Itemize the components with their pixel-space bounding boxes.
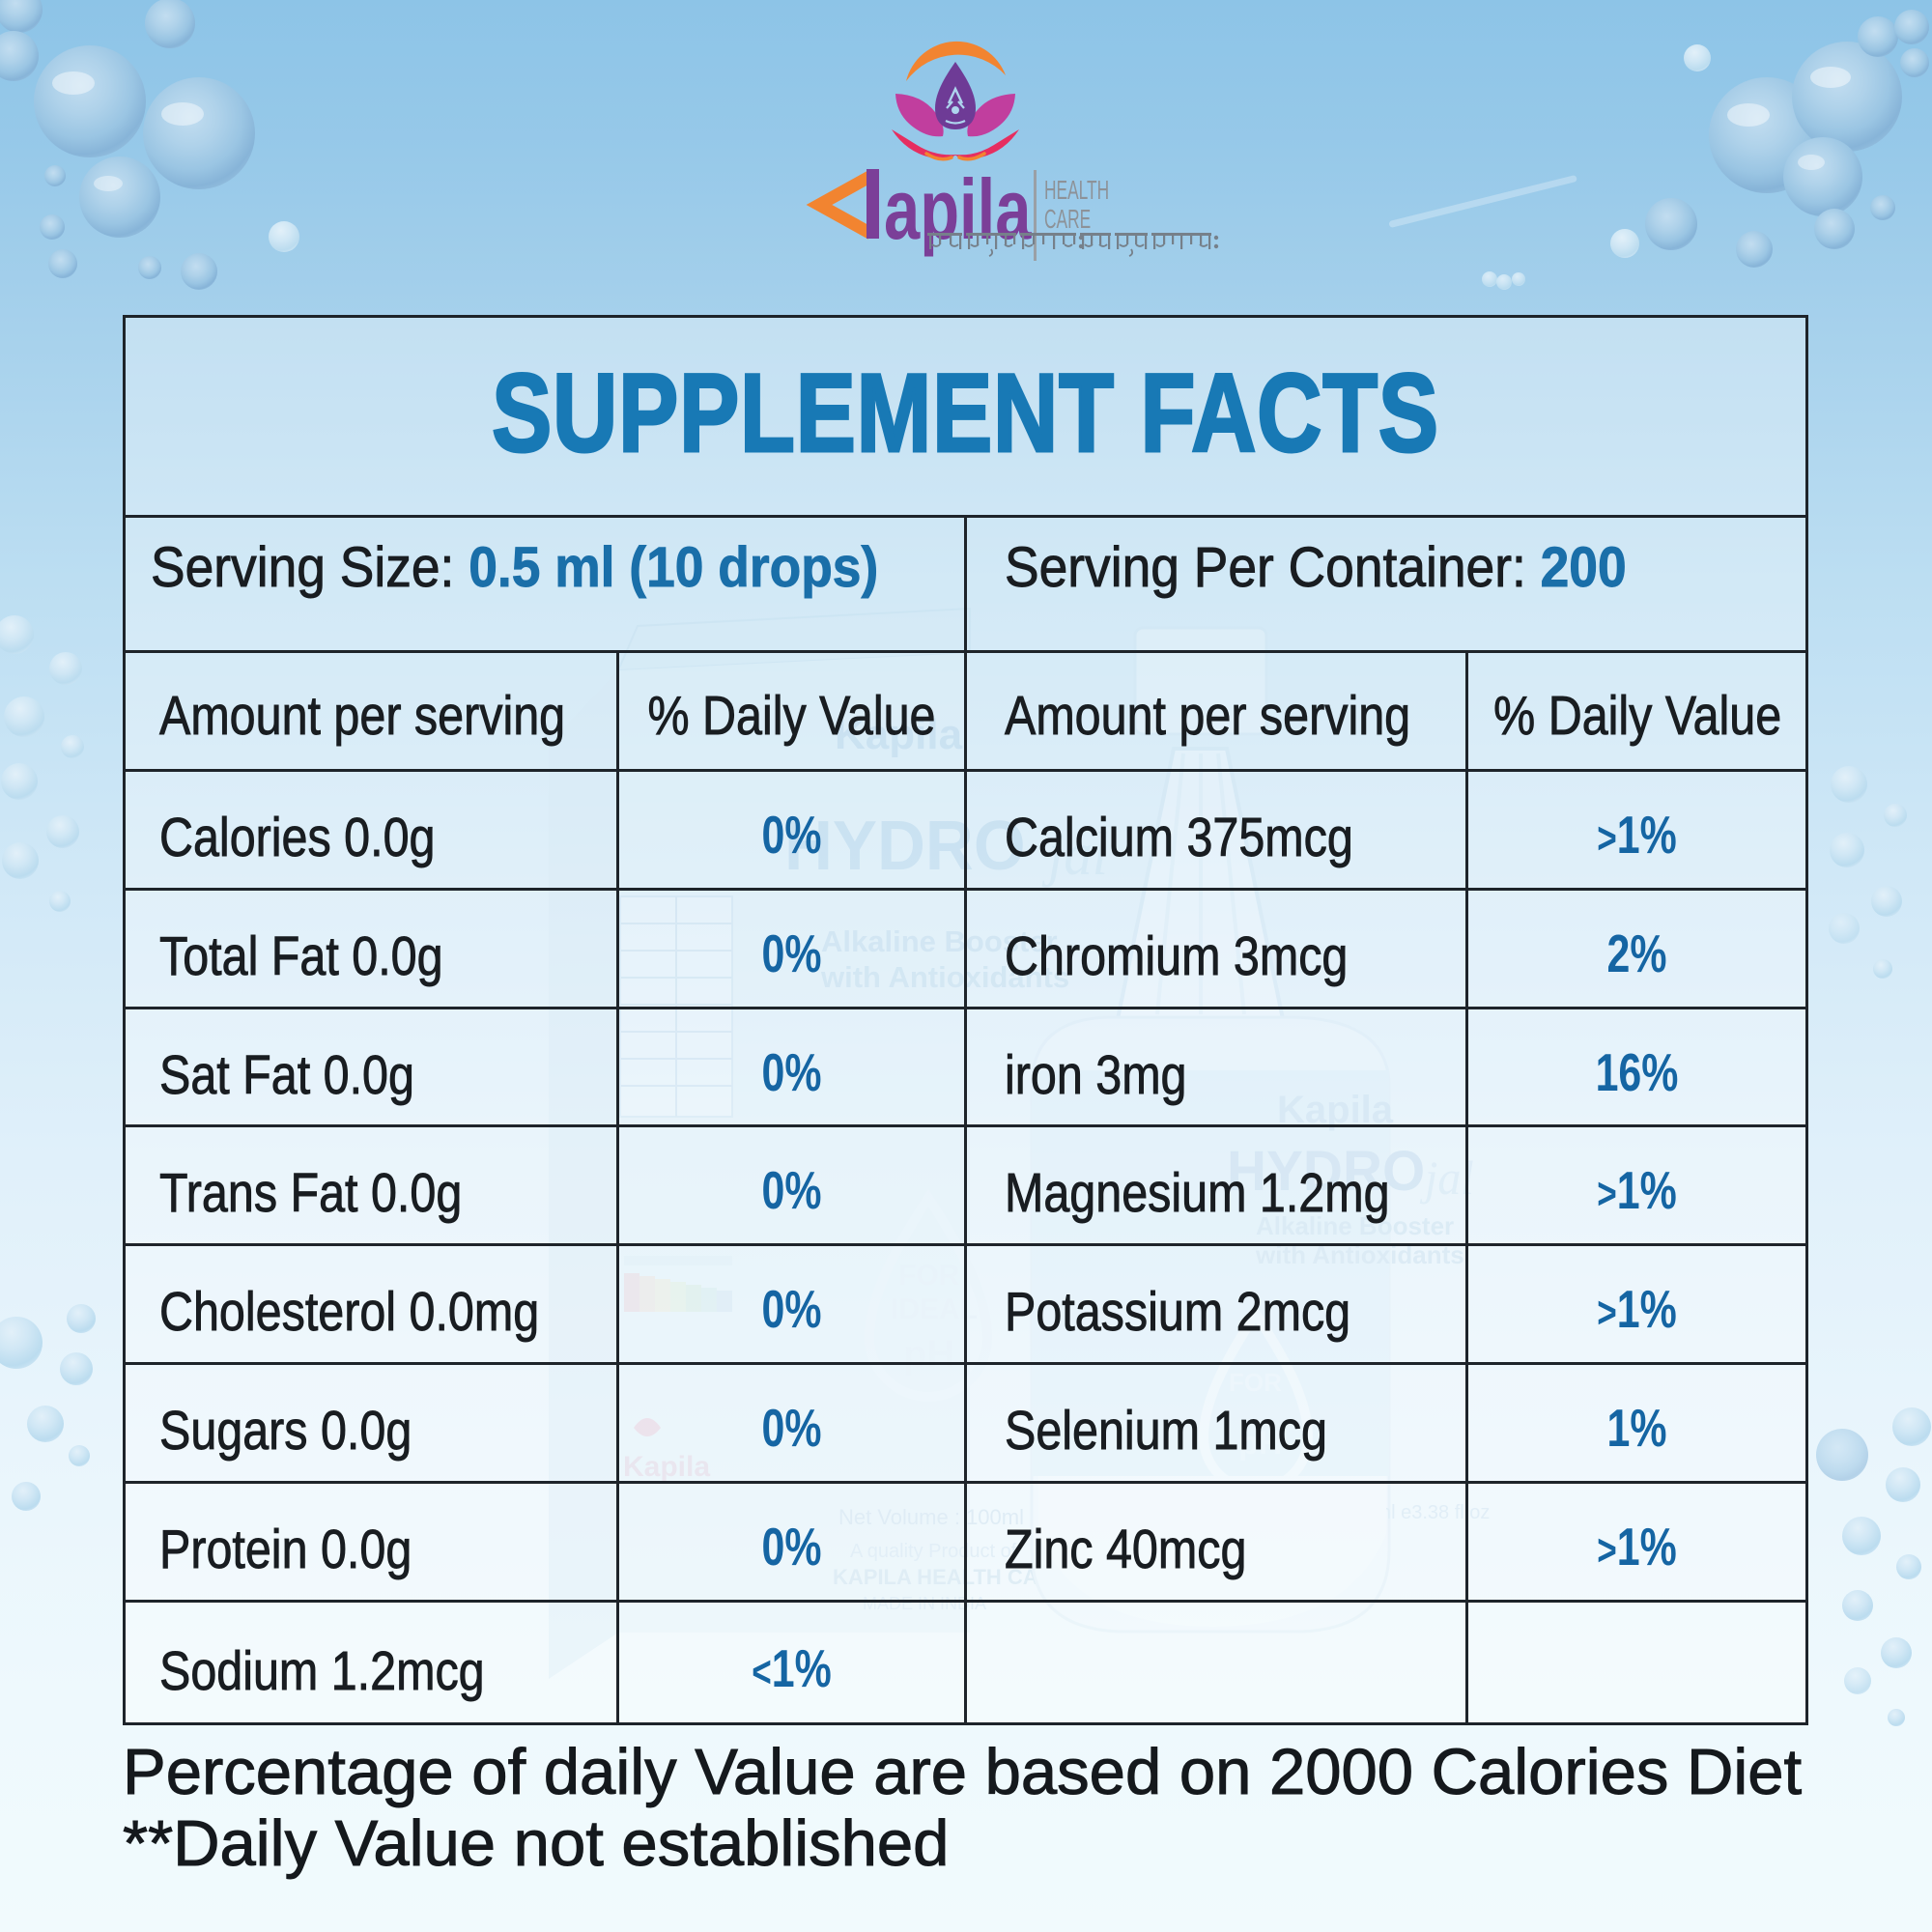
svg-text:Kapila: Kapila [1277,1089,1394,1131]
svg-text:Net Volume : 100ml e3.38 fl oz: Net Volume : 100ml e3.38 fl oz [838,1505,1128,1529]
svg-text:Alkaline Booster: Alkaline Booster [821,924,1058,958]
svg-text:jal: jal [1419,1151,1474,1205]
svg-text:HEALTH: HEALTH [1044,175,1109,205]
svg-text:KAPILA HEALTH CARE: KAPILA HEALTH CARE [833,1565,1067,1589]
svg-text:HYDRO: HYDRO [1227,1140,1425,1203]
svg-text:IDEAL: IDEAL [891,1293,978,1325]
svg-text:pH: pH [1238,1425,1282,1462]
svg-text:HYDRO: HYDRO [784,807,1026,885]
svg-text:TH CARE: TH CARE [1256,1537,1342,1558]
svg-text:apila: apila [884,161,1032,257]
svg-text:A quality Product of: A quality Product of [850,1541,1017,1562]
svg-text:jal: jal [1041,820,1108,889]
svg-text:with Antioxidants: with Antioxidants [820,960,1069,994]
svg-text:CARE: CARE [1044,204,1091,234]
svg-text:Kapila: Kapila [835,711,963,758]
svg-text:FOR: FOR [1229,1368,1282,1397]
svg-text:MADE IN INDIA: MADE IN INDIA [863,1594,986,1613]
svg-text:pH: pH [903,1333,954,1376]
svg-text:Net Volume : 100ml e3.38 fl oz: Net Volume : 100ml e3.38 fl oz [1227,1502,1490,1523]
svg-text:Alkaline Booster: Alkaline Booster [1256,1211,1454,1240]
svg-text:Kapila: Kapila [623,1451,710,1483]
svg-text:FOR: FOR [898,1260,960,1292]
